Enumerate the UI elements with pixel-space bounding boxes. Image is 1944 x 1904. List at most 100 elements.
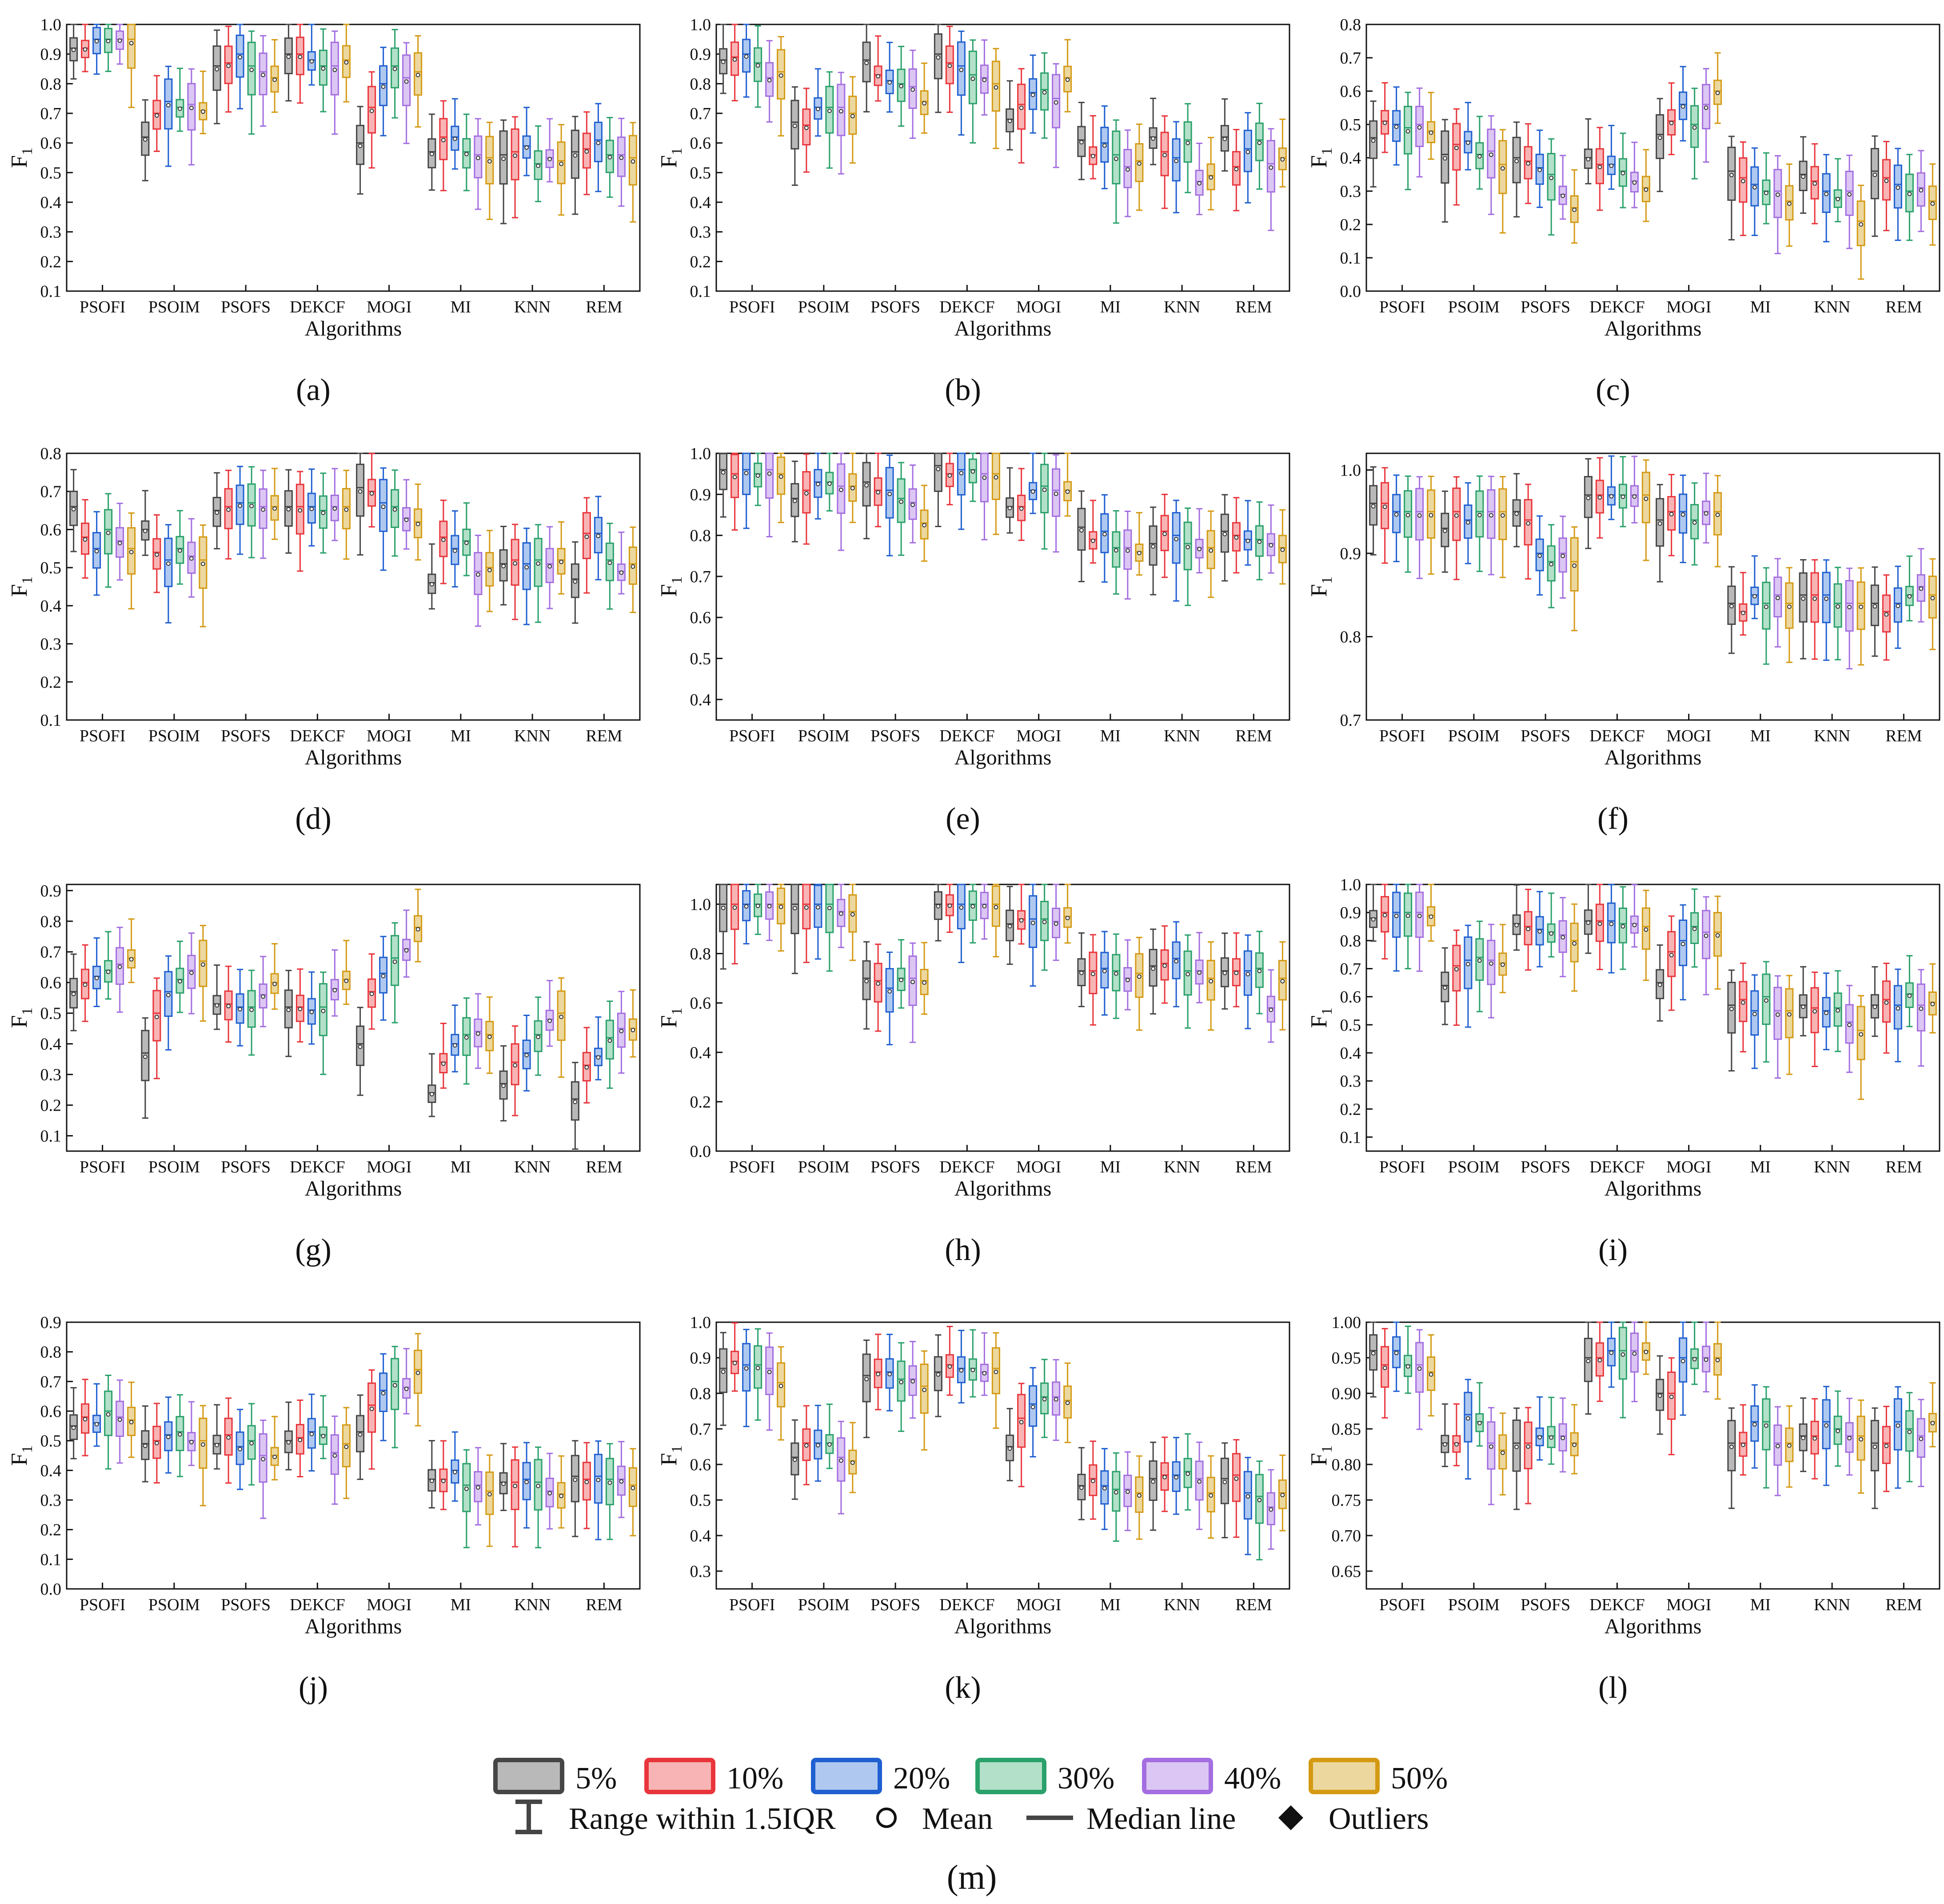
- box-REM-2: [594, 1440, 603, 1540]
- box-PSOFI-0: [719, 1332, 728, 1426]
- box-PSOIM-3: [176, 510, 184, 585]
- box-MI-2: [1100, 105, 1109, 189]
- box-DEKCF-5: [991, 1332, 1000, 1429]
- y-tick-label: 0.9: [690, 45, 711, 64]
- mean-marker: [452, 548, 457, 553]
- box-PSOIM-3: [1475, 475, 1484, 572]
- box-MI-2: [451, 1431, 459, 1502]
- mean-marker: [215, 1443, 220, 1448]
- box-REM-4: [1266, 1469, 1275, 1550]
- box-DEKCF-2: [1607, 455, 1616, 520]
- mean-marker: [1526, 927, 1531, 932]
- panel-label: (g): [295, 1233, 331, 1267]
- mean-marker: [1489, 513, 1493, 518]
- box-KNN-5: [1856, 995, 1865, 1100]
- mean-marker: [71, 1425, 76, 1430]
- mean-marker: [298, 508, 303, 513]
- box-PSOIM-1: [152, 1403, 161, 1484]
- mean-marker: [475, 156, 480, 160]
- mean-marker: [1930, 201, 1935, 206]
- mean-marker: [200, 561, 205, 566]
- mean-marker: [744, 471, 749, 476]
- x-tick-label: DEKCF: [939, 1596, 995, 1614]
- box-PSOIM-2: [164, 1396, 173, 1474]
- box-PSOFI-3: [104, 931, 113, 1000]
- mean-marker: [631, 1028, 635, 1032]
- box-REM-1: [582, 1027, 591, 1104]
- box-REM-1: [582, 497, 591, 594]
- legend-swatch-5: [493, 1758, 564, 1794]
- x-tick-label: PSOFI: [729, 1158, 775, 1176]
- y-tick-label: 0.7: [1340, 49, 1361, 68]
- box-MOGI-3: [1690, 888, 1699, 968]
- box-PSOFI-3: [754, 884, 762, 935]
- box-PSOFI-5: [1427, 92, 1436, 160]
- box-MI-1: [1739, 572, 1748, 636]
- mean-marker: [767, 1369, 772, 1374]
- box-MI-1: [439, 1023, 448, 1089]
- plot-frame: [715, 1321, 1290, 1590]
- mean-marker: [1454, 513, 1459, 518]
- mean-marker: [249, 504, 254, 508]
- box-REM-4: [1266, 969, 1275, 1043]
- box-MI-2: [451, 98, 459, 170]
- box-KNN-0: [1149, 928, 1158, 1015]
- y-tick-label: 0.2: [40, 673, 62, 692]
- box-MI-5: [485, 530, 494, 612]
- box-MI-4: [1123, 1451, 1132, 1532]
- box-PSOIM-2: [814, 68, 822, 137]
- mean-marker: [1489, 961, 1493, 966]
- box-REM-5: [1278, 1454, 1287, 1532]
- mean-marker: [441, 1061, 446, 1066]
- box-PSOIM-1: [802, 88, 811, 173]
- mean-marker: [887, 80, 892, 85]
- mean-marker: [1801, 1436, 1806, 1440]
- box-PSOFS-4: [259, 956, 267, 1028]
- mean-marker: [1681, 1359, 1685, 1364]
- mean-marker: [1417, 1366, 1422, 1371]
- box-PSOFS-1: [874, 1333, 882, 1411]
- box-MOGI-1: [1667, 1357, 1676, 1456]
- mean-marker: [1896, 1006, 1900, 1011]
- y-tick-label: 0.1: [40, 1127, 62, 1146]
- mean-marker: [1257, 1498, 1262, 1503]
- box-MI-2: [1750, 1384, 1759, 1469]
- y-tick-label: 0.8: [40, 912, 62, 931]
- box-PSOIM-2: [164, 955, 173, 1051]
- y-axis-label-subscript: 1: [1319, 148, 1335, 155]
- x-tick-label: MI: [1100, 298, 1121, 316]
- box-REM-3: [1255, 1460, 1264, 1560]
- mean-marker: [1174, 537, 1179, 542]
- mean-marker: [429, 582, 434, 587]
- box-MOGI-2: [1029, 54, 1038, 134]
- mean-marker: [1896, 1423, 1900, 1428]
- box-PSOFS-3: [897, 1342, 906, 1432]
- box-DEKCF-4: [330, 468, 339, 541]
- mean-marker: [392, 959, 397, 964]
- mean-marker: [513, 1063, 518, 1068]
- mean-marker: [1477, 154, 1482, 159]
- mean-marker: [129, 957, 134, 962]
- mean-marker: [415, 927, 420, 932]
- mean-marker: [850, 114, 855, 119]
- mean-marker: [1054, 100, 1058, 105]
- box-DEKCF-5: [1641, 459, 1650, 561]
- mean-marker: [584, 1065, 589, 1070]
- mean-marker: [1257, 968, 1262, 973]
- box-REM-3: [605, 1000, 614, 1089]
- box-PSOIM-2: [164, 524, 173, 624]
- box-KNN-5: [1206, 510, 1215, 598]
- mean-marker: [249, 1441, 254, 1446]
- box-PSOFI-1: [81, 1379, 90, 1456]
- box-MI-4: [474, 118, 483, 210]
- y-axis-label-subscript: 1: [669, 576, 685, 584]
- box-MOGI-0: [356, 1007, 365, 1096]
- y-tick-label: 0.4: [690, 193, 711, 212]
- mean-marker: [429, 1478, 434, 1483]
- mean-marker: [1847, 1022, 1852, 1027]
- mean-marker: [573, 153, 578, 158]
- mean-marker: [596, 1055, 601, 1060]
- box-PSOIM-0: [790, 884, 799, 974]
- mean-marker: [922, 101, 927, 106]
